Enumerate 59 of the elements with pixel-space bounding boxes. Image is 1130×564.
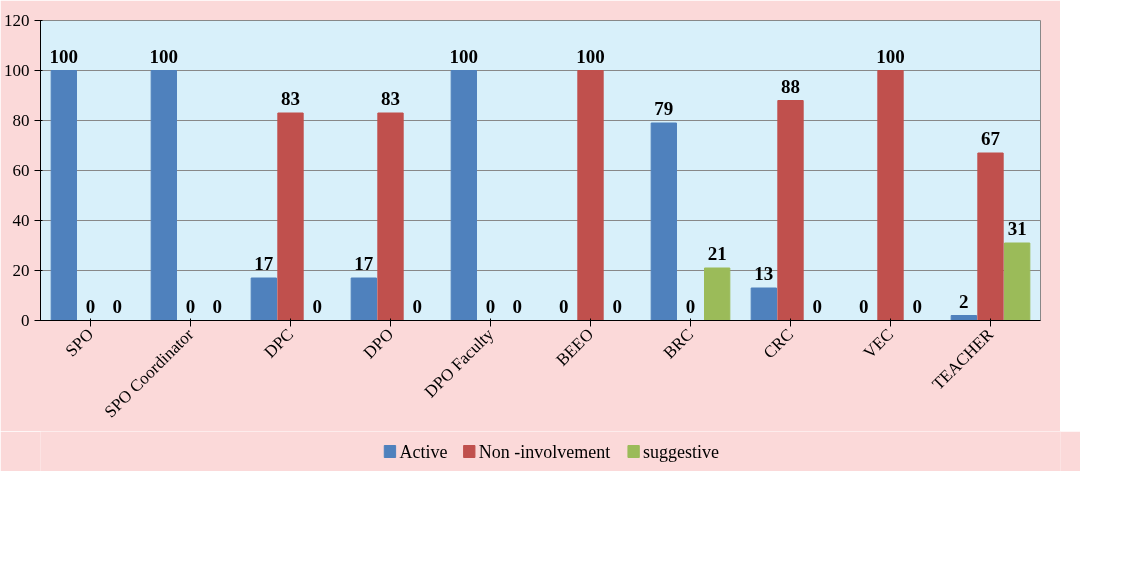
bar — [250, 277, 277, 321]
bar — [350, 277, 377, 321]
data-label: 100 — [876, 45, 905, 67]
data-label: 100 — [576, 45, 605, 67]
data-label: 79 — [654, 98, 674, 119]
data-label: 0 — [859, 295, 869, 317]
data-label: 31 — [1007, 218, 1027, 239]
bar — [50, 70, 77, 321]
bar — [704, 267, 731, 321]
data-label: 17 — [354, 253, 374, 274]
y-tick-label: 80 — [12, 111, 30, 130]
bar — [750, 287, 777, 321]
bar — [1004, 242, 1031, 321]
bar — [950, 315, 977, 321]
data-label: 0 — [185, 295, 196, 317]
data-label: 17 — [254, 253, 274, 274]
data-label: 0 — [559, 295, 569, 317]
bar — [877, 70, 904, 321]
data-label: 13 — [754, 263, 774, 284]
data-label: 0 — [112, 295, 122, 317]
x-tick-label: SPO — [61, 324, 98, 361]
y-tick-label: 120 — [4, 11, 30, 30]
data-label: 100 — [49, 45, 79, 67]
legend-label: Active — [399, 441, 448, 462]
data-label: 0 — [85, 295, 96, 317]
legend-label: suggestive — [643, 441, 720, 462]
bar — [577, 70, 604, 321]
y-tick-label: 20 — [12, 261, 30, 280]
data-label: 0 — [312, 295, 322, 317]
data-label: 88 — [781, 75, 800, 97]
y-tick-label: 0 — [21, 311, 30, 330]
data-label: 2 — [959, 290, 969, 312]
legend-label: Non -involvement — [478, 441, 611, 462]
bar — [650, 122, 677, 321]
bar — [450, 70, 477, 321]
data-label: 0 — [612, 295, 622, 317]
data-label: 0 — [912, 295, 922, 317]
bar — [150, 70, 177, 321]
data-label: 100 — [449, 45, 479, 67]
data-label: 0 — [212, 295, 222, 317]
data-label: 0 — [685, 295, 696, 317]
bar — [377, 112, 404, 321]
x-tick-label: VEC — [859, 324, 898, 363]
data-label: 100 — [149, 45, 179, 67]
data-label: 83 — [381, 88, 400, 109]
data-label: 0 — [812, 295, 822, 317]
bar — [977, 152, 1004, 321]
data-label: 83 — [281, 88, 300, 109]
data-label: 0 — [412, 295, 422, 317]
data-label: 0 — [512, 295, 522, 317]
bar — [277, 112, 304, 321]
bar — [777, 100, 804, 321]
y-tick-label: 40 — [12, 211, 30, 230]
y-tick-label: 60 — [12, 161, 30, 180]
data-label: 67 — [981, 128, 1001, 149]
data-label: 0 — [485, 295, 496, 317]
data-label: 21 — [707, 243, 727, 264]
y-tick-label: 100 — [4, 61, 30, 80]
x-tick-label: CRC — [759, 324, 798, 363]
